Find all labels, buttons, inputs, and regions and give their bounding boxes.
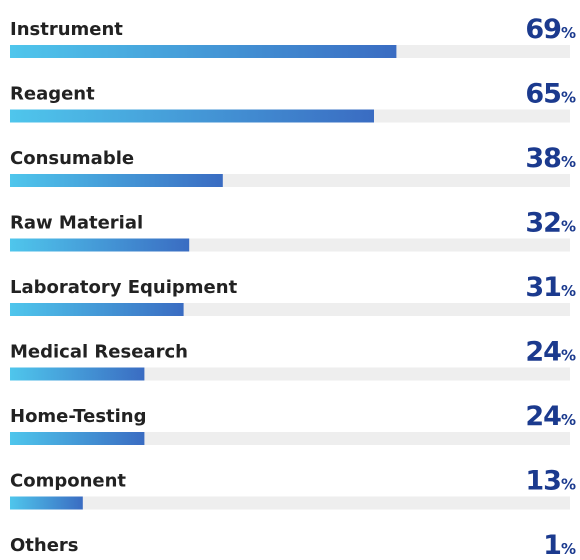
category-label: Medical Research: [10, 342, 188, 363]
category-label: Component: [10, 471, 126, 492]
category-label: Laboratory Equipment: [10, 277, 238, 298]
bar: [10, 303, 184, 316]
bar: [10, 45, 397, 58]
bar: [10, 174, 223, 187]
category-label: Reagent: [10, 84, 95, 105]
value-label: 13%: [525, 466, 576, 497]
value-label: 31%: [525, 272, 576, 303]
bar: [10, 367, 145, 381]
value-label: 32%: [525, 208, 576, 239]
bar-track: [10, 432, 570, 445]
bar-track: [10, 496, 570, 510]
bar: [10, 238, 190, 252]
category-label: Raw Material: [10, 213, 143, 234]
bar: [10, 432, 145, 445]
value-label: 24%: [525, 337, 576, 368]
category-label: Others: [10, 535, 79, 556]
category-label: Instrument: [10, 19, 123, 40]
bar-track: [10, 367, 570, 381]
value-label: 24%: [525, 401, 576, 432]
bar: [10, 109, 374, 123]
value-label: 65%: [525, 79, 576, 110]
value-label: 38%: [525, 143, 576, 174]
category-label: Home-Testing: [10, 406, 147, 427]
category-label: Consumable: [10, 148, 134, 169]
value-label: 1%: [543, 530, 576, 560]
value-label: 69%: [525, 14, 576, 45]
bar: [10, 496, 83, 510]
